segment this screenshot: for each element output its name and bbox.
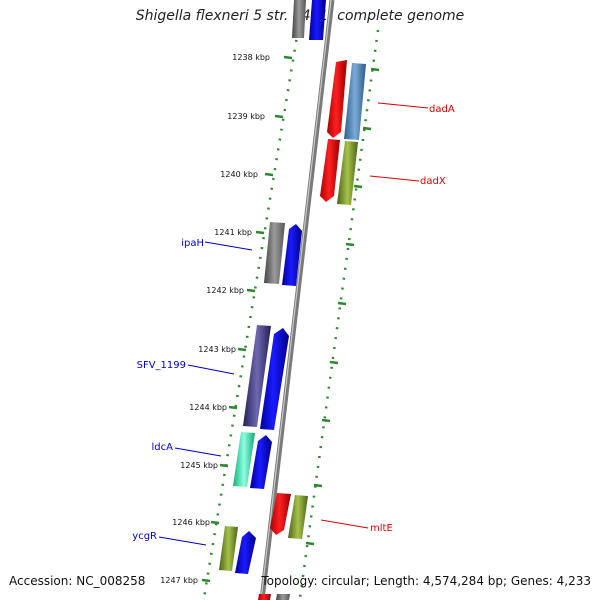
tick-label-1239: 1239 kbp <box>227 112 265 121</box>
feature-ldca-teal <box>233 432 255 487</box>
tick-mark <box>345 242 355 247</box>
gene-label-sfv1199[interactable]: SFV_1199 <box>137 360 186 371</box>
feature-dada-red <box>327 60 347 138</box>
feature-red-bottom <box>258 594 271 600</box>
genome-backbone-highlight <box>260 0 332 600</box>
feature-blue-top <box>309 0 326 40</box>
gene-label-dadx[interactable]: dadX <box>420 176 446 187</box>
feature-sfv1199-blue <box>260 328 289 430</box>
ycgr-leader-line <box>158 536 207 546</box>
kbp-ticks <box>201 55 293 583</box>
ipah-leader-line <box>204 241 253 251</box>
gene-label-ipah[interactable]: ipaH <box>181 238 204 249</box>
tick-label-1240: 1240 kbp <box>220 170 258 179</box>
tick-mark <box>228 405 238 410</box>
feature-ldca-blue <box>250 435 272 489</box>
gene-label-ldca[interactable]: ldcA <box>152 442 174 453</box>
tick-mark <box>313 483 323 488</box>
tick-label-1244: 1244 kbp <box>189 403 227 412</box>
tick-mark <box>353 184 363 189</box>
genome-backbone <box>259 0 335 600</box>
tick-label-1245: 1245 kbp <box>180 461 218 470</box>
tick-mark <box>246 288 256 293</box>
tick-label-1243: 1243 kbp <box>198 345 236 354</box>
gene-label-dada[interactable]: dadA <box>429 104 455 115</box>
feature-dadx-olive <box>337 141 358 205</box>
feature-ipah-blue <box>282 224 302 286</box>
feature-ipah-gray <box>264 222 285 284</box>
tick-mark <box>305 541 315 546</box>
feature-mlte-olive <box>288 495 308 539</box>
feature-gray-top <box>292 0 306 38</box>
feature-mlte-red <box>270 493 291 535</box>
dada-leader-line <box>377 102 429 109</box>
tick-label-1247: 1247 kbp <box>160 576 198 585</box>
dadx-leader-line <box>369 175 420 182</box>
mlte-leader-line <box>320 519 369 529</box>
feature-sfv1199-indigo <box>243 325 271 427</box>
sfv1199-leader-line <box>187 364 235 375</box>
tick-mark <box>264 172 274 177</box>
tick-mark <box>210 520 220 525</box>
ldca-leader-line <box>174 447 222 457</box>
tick-mark <box>329 360 339 365</box>
gene-label-mlte[interactable]: mltE <box>370 523 393 534</box>
tick-mark <box>237 347 247 352</box>
tick-label-1241: 1241 kbp <box>214 228 252 237</box>
tick-label-1238: 1238 kbp <box>232 53 270 62</box>
feature-dadx-red <box>320 139 340 202</box>
feature-ycgr-olive <box>219 526 238 571</box>
outer-ring-ticks <box>305 67 380 546</box>
genome-summary-text: Topology: circular; Length: 4,574,284 bp… <box>261 574 591 588</box>
feature-ycgr-blue <box>235 531 256 574</box>
feature-gray-bottom <box>276 594 290 600</box>
tick-mark <box>219 463 229 468</box>
tick-label-1242: 1242 kbp <box>206 286 244 295</box>
gene-label-ycgr[interactable]: ycgR <box>132 531 157 542</box>
tick-mark <box>370 67 380 72</box>
tick-mark <box>283 55 293 60</box>
tick-mark <box>201 578 211 583</box>
feature-dada-steelblue <box>344 63 366 140</box>
tick-mark <box>321 418 331 423</box>
tick-mark <box>362 126 372 131</box>
tick-mark <box>255 230 265 235</box>
accession-text: Accession: NC_008258 <box>9 574 146 588</box>
tick-mark <box>274 114 284 119</box>
tick-mark <box>337 301 347 306</box>
tick-label-1246: 1246 kbp <box>172 518 210 527</box>
